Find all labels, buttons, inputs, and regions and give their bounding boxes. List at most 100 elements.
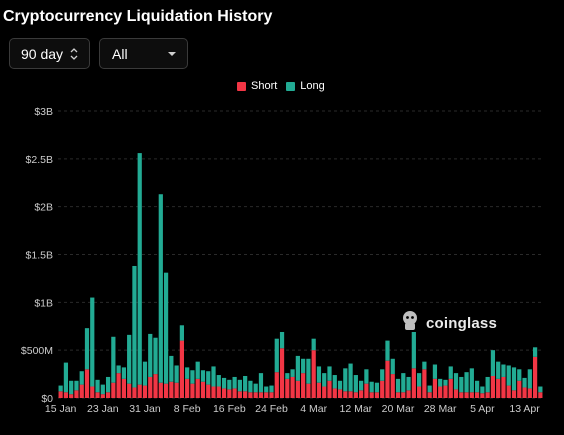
x-tick-label: 24 Feb (255, 403, 288, 415)
x-tick-label: 15 Jan (45, 403, 77, 415)
bar-short (232, 388, 237, 398)
bar-short (211, 386, 216, 398)
bar-short (327, 380, 332, 398)
bar-short (243, 391, 248, 398)
legend-label-long: Long (300, 80, 325, 92)
y-tick-label: $1.5B (26, 250, 53, 262)
bar-short (258, 392, 264, 398)
time-range-value: 90 day (21, 45, 64, 62)
y-tick-label: $2.5B (26, 154, 53, 166)
legend-item-short[interactable]: Short (237, 80, 277, 92)
bar-long (137, 153, 142, 385)
bar-long (142, 361, 148, 386)
bar-long (527, 369, 532, 389)
x-tick-label: 4 Mar (300, 403, 327, 415)
bar-short (464, 392, 469, 398)
bar-long (90, 297, 95, 387)
bar-short (364, 383, 369, 398)
bar-long (243, 375, 248, 392)
bar-long (511, 367, 517, 391)
bar-long (522, 377, 527, 388)
page-title: Cryptocurrency Liquidation History (3, 8, 273, 25)
bar-short (522, 387, 527, 398)
bar-short (200, 381, 206, 398)
bar-long (501, 364, 506, 377)
bar-short (163, 383, 169, 398)
bar-long (380, 369, 385, 381)
bar-long (148, 333, 153, 377)
x-tick-label: 20 Mar (382, 403, 415, 415)
bar-short (274, 372, 279, 398)
bar-short (69, 394, 74, 398)
bar-short (390, 374, 395, 398)
x-tick-label: 8 Feb (174, 403, 201, 415)
bar-short (480, 393, 485, 398)
bar-short (84, 369, 90, 398)
bar-short (279, 348, 285, 398)
bar-short (353, 392, 358, 398)
bar-long (337, 380, 343, 390)
bar-short (142, 385, 148, 398)
bar-short (417, 386, 422, 398)
bar-long (179, 325, 184, 341)
bar-short (58, 391, 63, 398)
bar-long (485, 376, 490, 393)
coin-select[interactable]: All (99, 38, 188, 69)
x-tick-label: 13 Apr (509, 403, 540, 415)
y-tick-label: $1B (34, 297, 53, 309)
bar-long (369, 381, 374, 393)
bar-short (343, 391, 348, 398)
bar-short (374, 392, 380, 398)
bar-long (121, 367, 127, 379)
y-tick-label: $500M (21, 345, 53, 357)
bar-short (121, 378, 127, 398)
bar-short (301, 373, 306, 398)
bar-long (84, 328, 90, 370)
x-tick-label: 12 Mar (340, 403, 373, 415)
legend-item-long[interactable]: Long (286, 80, 325, 92)
watermark: coinglass (400, 310, 497, 336)
bar-long (211, 366, 216, 387)
bar-long (258, 373, 264, 393)
bar-long (469, 368, 474, 393)
bar-long (264, 386, 269, 393)
bar-long (237, 379, 242, 392)
bar-long (285, 373, 290, 379)
chart-legend: Short Long (237, 80, 334, 92)
bar-short (432, 378, 438, 398)
bar-short (116, 373, 121, 398)
bar-long (153, 337, 158, 375)
bar-short (411, 368, 416, 398)
bar-long (406, 376, 411, 391)
y-tick-label: $3B (34, 106, 53, 118)
bar-short (469, 392, 474, 398)
bar-long (474, 380, 480, 393)
bar-short (195, 378, 200, 398)
bar-long (132, 265, 137, 388)
bar-long (306, 358, 311, 384)
bar-short (359, 390, 364, 398)
time-range-select[interactable]: 90 day (9, 38, 90, 69)
bar-short (237, 391, 242, 398)
bar-short (532, 356, 538, 398)
bar-long (490, 350, 496, 376)
bar-long (496, 361, 501, 379)
bar-long (443, 379, 448, 386)
bar-long (480, 386, 485, 394)
bar-short (216, 386, 221, 398)
bar-short (148, 376, 153, 398)
bar-short (448, 378, 453, 398)
bar-long (295, 355, 300, 381)
bar-long (353, 375, 358, 393)
bar-long (158, 194, 163, 383)
bar-short (501, 376, 506, 398)
x-tick-label: 5 Apr (470, 403, 495, 415)
bar-long (453, 373, 459, 390)
bar-short (485, 392, 490, 398)
bar-long (248, 380, 253, 393)
bar-long (216, 375, 221, 387)
bar-short (517, 380, 522, 398)
bar-long (185, 367, 190, 379)
bar-short (395, 392, 401, 398)
